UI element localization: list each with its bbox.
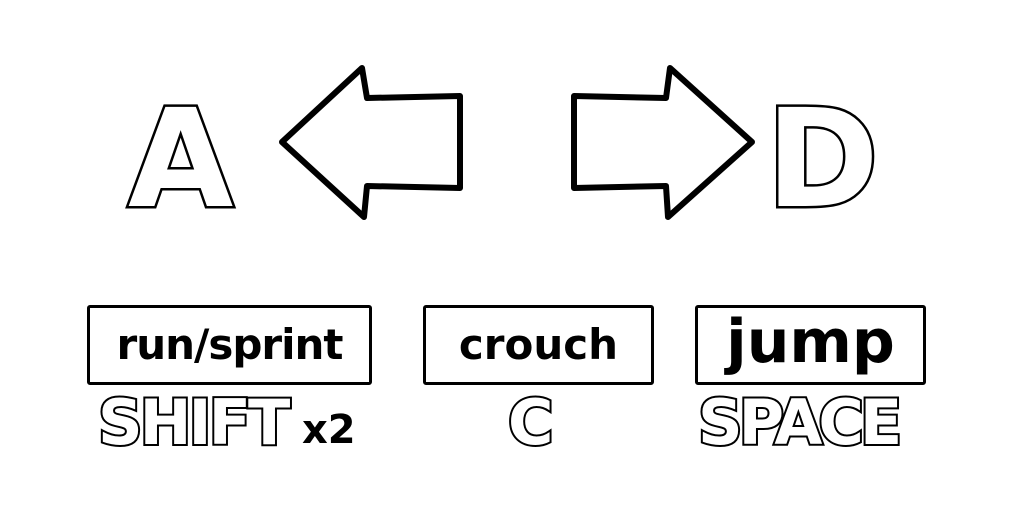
space-key-label: SPACE bbox=[696, 386, 904, 459]
arrow-left-icon bbox=[279, 65, 463, 220]
crouch-label: crouch bbox=[458, 320, 619, 369]
run-sprint-label: run/sprint bbox=[116, 320, 343, 369]
shift-multiplier: x2 bbox=[302, 407, 356, 453]
jump-box: jump bbox=[695, 305, 926, 385]
shift-key-label: SHIFT bbox=[96, 386, 292, 459]
jump-label: jump bbox=[726, 307, 895, 377]
move-right-key: D bbox=[764, 81, 882, 239]
move-left-key: A bbox=[125, 81, 235, 239]
c-key-label: C bbox=[506, 386, 555, 459]
arrow-right-icon bbox=[571, 65, 755, 220]
run-sprint-box: run/sprint bbox=[87, 305, 372, 385]
crouch-box: crouch bbox=[423, 305, 654, 385]
